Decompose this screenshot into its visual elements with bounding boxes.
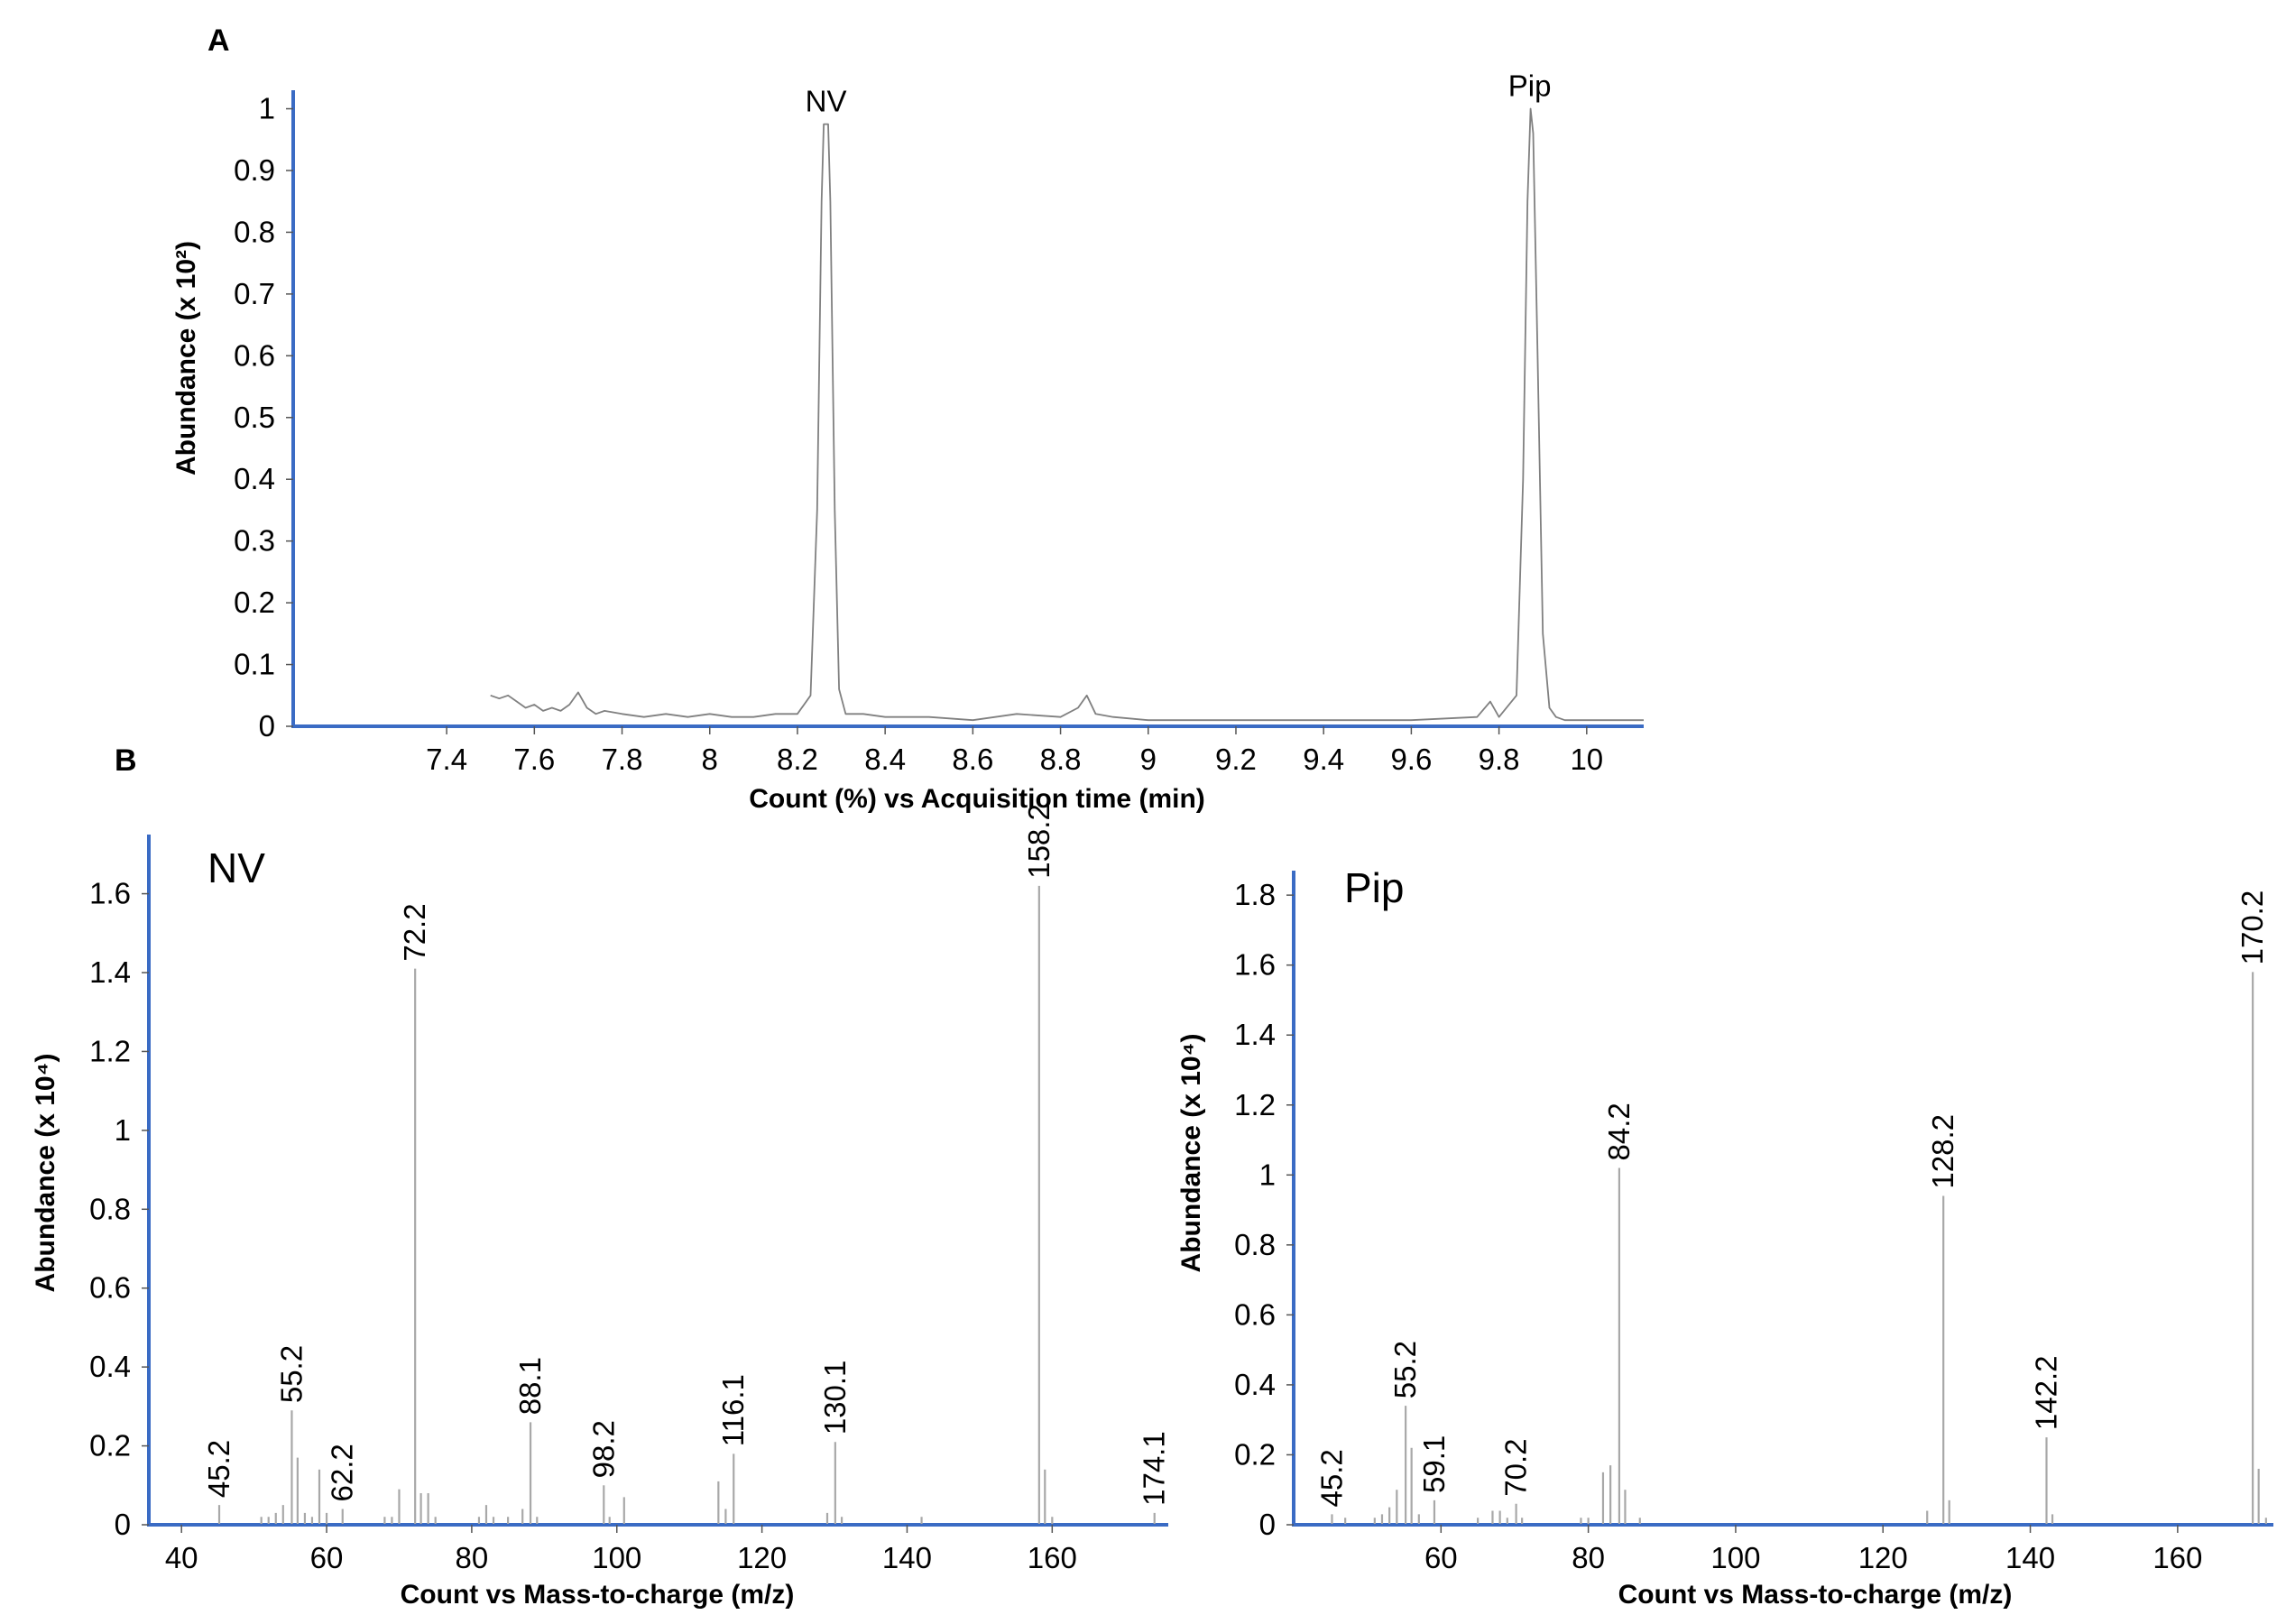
spectrum-pip-y-tick-label: 1.6 <box>1234 948 1276 982</box>
spectrum-nv-peak-label: 174.1 <box>1138 1431 1171 1506</box>
spectrum-pip-x-axis-title: Count vs Mass-to-charge (m/z) <box>1618 1580 2013 1610</box>
spectrum-pip-x-tick-label: 140 <box>2005 1541 2055 1574</box>
spectrum-nv-y-tick-label: 0 <box>115 1508 131 1541</box>
chromatogram-x-tick-label: 9.6 <box>1390 743 1432 776</box>
chromatogram-x-tick-label: 9 <box>1140 743 1157 776</box>
chromatogram-y-tick-label: 0.8 <box>234 215 275 248</box>
spectrum-nv-x-tick-label: 120 <box>737 1541 787 1574</box>
spectrum-pip-y-tick-label: 0.4 <box>1234 1368 1276 1401</box>
spectrum-nv-x-tick-label: 80 <box>456 1541 489 1574</box>
spectrum-nv-y-tick-label: 0.8 <box>89 1192 131 1225</box>
spectrum-nv-peak-label: 88.1 <box>513 1357 547 1415</box>
spectrum-nv-peak-label: 116.1 <box>716 1374 750 1446</box>
spectrum-nv-peak-label: 98.2 <box>586 1420 620 1478</box>
spectrum-nv-y-tick-label: 0.6 <box>89 1271 131 1305</box>
chromatogram-y-tick-label: 0 <box>259 709 275 743</box>
spectrum-nv-peak-label: 45.2 <box>202 1440 235 1498</box>
spectrum-nv-chart: NV Count vs Mass-to-charge (m/z) Abundan… <box>31 804 1171 1610</box>
chromatogram-x-tick-label: 9.8 <box>1479 743 1520 776</box>
spectrum-nv-x-axis-title: Count vs Mass-to-charge (m/z) <box>401 1580 795 1610</box>
spectrum-pip-y-tick-label: 1 <box>1259 1158 1276 1191</box>
spectrum-pip-chart: Pip Count vs Mass-to-charge (m/z) Abunda… <box>1176 864 2273 1610</box>
spectrum-pip-peak-label: 59.1 <box>1417 1435 1451 1493</box>
panel-label-b: B <box>115 743 137 778</box>
spectrum-nv-y-tick-label: 0.2 <box>89 1429 131 1463</box>
chromatogram-chart: Count (%) vs Acquisition time (min) Abun… <box>171 69 1644 814</box>
chromatogram-y-tick-label: 0.1 <box>234 648 275 681</box>
spectrum-pip-y-tick-label: 1.8 <box>1234 878 1276 911</box>
spectrum-nv-y-axis-title: Abundance (x 10⁴) <box>31 1054 60 1293</box>
peak-annotation-pip: Pip <box>1508 69 1552 103</box>
spectrum-nv-y-tick-label: 0.4 <box>89 1350 131 1383</box>
spectrum-pip-y-tick-label: 0 <box>1259 1508 1276 1541</box>
spectrum-pip-y-tick-label: 0.6 <box>1234 1297 1276 1331</box>
chromatogram-y-tick-label: 0.6 <box>234 338 275 372</box>
spectrum-nv-peak-label: 55.2 <box>274 1345 308 1403</box>
spectrum-pip-peak-label: 84.2 <box>1602 1103 1636 1160</box>
spectrum-nv-peak-label: 62.2 <box>326 1444 359 1501</box>
spectrum-nv-y-tick-label: 1.6 <box>89 877 131 910</box>
chromatogram-x-tick-label: 7.4 <box>426 743 467 776</box>
spectrum-pip-y-tick-label: 0.8 <box>1234 1228 1276 1261</box>
chromatogram-y-tick-label: 0.3 <box>234 524 275 558</box>
spectrum-pip-title: Pip <box>1344 864 1404 911</box>
spectrum-pip-peak-label: 142.2 <box>2029 1356 2062 1431</box>
chromatogram-x-tick-label: 10 <box>1570 743 1603 776</box>
spectrum-nv-title: NV <box>207 844 265 891</box>
panel-label-a: A <box>207 23 230 58</box>
spectrum-pip-y-axis-title: Abundance (x 10⁴) <box>1176 1034 1206 1273</box>
peak-annotation-nv: NV <box>806 85 847 118</box>
chromatogram-x-tick-label: 8.2 <box>777 743 818 776</box>
spectrum-nv-x-tick-label: 100 <box>592 1541 641 1574</box>
spectrum-pip-peak-label: 45.2 <box>1314 1449 1348 1507</box>
chromatogram-x-tick-label: 7.6 <box>513 743 555 776</box>
spectrum-pip-peak-label: 128.2 <box>1926 1114 1959 1189</box>
chromatogram-y-tick-label: 0.4 <box>234 462 275 495</box>
spectrum-nv-x-tick-label: 60 <box>310 1541 344 1574</box>
spectrum-pip-y-tick-label: 1.2 <box>1234 1088 1276 1121</box>
spectrum-nv-x-tick-label: 140 <box>882 1541 932 1574</box>
chromatogram-x-tick-label: 8.4 <box>864 743 906 776</box>
spectrum-pip-x-tick-label: 120 <box>1858 1541 1908 1574</box>
chromatogram-x-tick-label: 8.8 <box>1040 743 1082 776</box>
spectrum-pip-x-tick-label: 60 <box>1424 1541 1458 1574</box>
spectrum-pip-x-tick-label: 80 <box>1572 1541 1605 1574</box>
spectrum-nv-x-tick-label: 160 <box>1028 1541 1077 1574</box>
spectrum-pip-y-tick-label: 0.2 <box>1234 1437 1276 1471</box>
spectrum-nv-x-tick-label: 40 <box>165 1541 198 1574</box>
chromatogram-y-tick-label: 0.9 <box>234 153 275 187</box>
chromatogram-y-tick-label: 0.2 <box>234 586 275 619</box>
chromatogram-x-tick-label: 8.6 <box>952 743 993 776</box>
chromatogram-x-tick-label: 9.4 <box>1303 743 1344 776</box>
spectrum-nv-peak-label: 130.1 <box>818 1361 852 1435</box>
spectrum-nv-peak-label: 72.2 <box>398 903 431 961</box>
chromatogram-x-tick-label: 7.8 <box>602 743 643 776</box>
spectrum-pip-y-tick-label: 1.4 <box>1234 1018 1276 1051</box>
spectrum-pip-x-tick-label: 100 <box>1710 1541 1760 1574</box>
chromatogram-y-tick-label: 0.7 <box>234 277 275 310</box>
chromatogram-x-tick-label: 9.2 <box>1215 743 1257 776</box>
spectrum-pip-peak-label: 70.2 <box>1499 1438 1533 1496</box>
spectrum-pip-peak-label: 55.2 <box>1388 1341 1422 1398</box>
spectrum-nv-y-tick-label: 1.2 <box>89 1034 131 1067</box>
chromatogram-y-tick-label: 0.5 <box>234 401 275 434</box>
spectrum-pip-x-tick-label: 160 <box>2153 1541 2202 1574</box>
spectrum-nv-y-tick-label: 1.4 <box>89 955 131 989</box>
chromatogram-x-tick-label: 8 <box>702 743 718 776</box>
chromatogram-x-axis-title: Count (%) vs Acquisition time (min) <box>749 784 1205 814</box>
chromatogram-y-tick-label: 1 <box>259 92 275 125</box>
spectrum-pip-peak-label: 170.2 <box>2236 890 2269 965</box>
chromatogram-trace <box>490 107 1644 722</box>
chromatogram-y-axis-title: Abundance (x 10²) <box>171 241 201 475</box>
spectrum-nv-peak-label: 158.2 <box>1022 804 1056 879</box>
spectrum-nv-y-tick-label: 1 <box>115 1113 131 1147</box>
